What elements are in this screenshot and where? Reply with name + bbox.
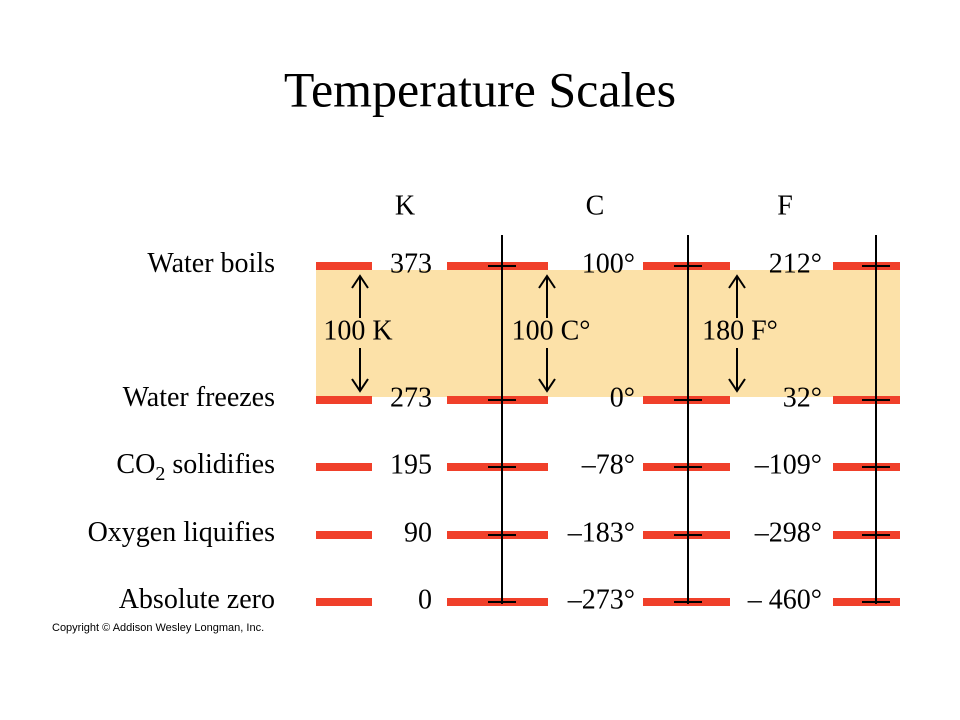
row-value: 373 (390, 248, 432, 279)
span-label-bg (511, 318, 591, 348)
span-label: 180 F° (702, 315, 778, 346)
row-label-part: Absolute zero (119, 584, 275, 615)
row-value: 0° (610, 382, 635, 413)
row-label-part: Oxygen liquifies (88, 517, 275, 548)
row-label-part: solidifies (165, 449, 275, 480)
row-label-part: Water boils (147, 248, 275, 279)
range-band (316, 270, 900, 397)
row-value: 195 (390, 449, 432, 480)
row-value: –183° (567, 517, 635, 548)
copyright: Copyright © Addison Wesley Longman, Inc. (52, 622, 264, 634)
row-label: Absolute zero (119, 584, 275, 615)
arrow-head (728, 274, 746, 393)
row-label-part: CO (116, 449, 155, 480)
row-label: Oxygen liquifies (88, 517, 275, 548)
span-label-bg (318, 318, 398, 348)
row-value: 100° (582, 248, 635, 279)
level-bar (316, 262, 372, 270)
row-label-part: Water freezes (123, 382, 275, 413)
level-bar (316, 598, 372, 606)
column-header: K (395, 190, 415, 221)
row-value: 212° (769, 248, 822, 279)
row-value: 0 (418, 584, 432, 615)
span-label-bg (700, 318, 780, 348)
column-header: F (777, 190, 793, 221)
span-label: 100 C° (512, 315, 591, 346)
column-header: C (586, 190, 605, 221)
row-value: –109° (754, 449, 822, 480)
row-value: – 460° (747, 584, 822, 615)
row-value: –78° (581, 449, 635, 480)
row-value: 273 (390, 382, 432, 413)
level-bar (316, 463, 372, 471)
diagram: K C F Water boils 373 100° 212° Water freezes 27… (88, 190, 900, 615)
row-label: Water freezes (123, 382, 275, 413)
row-label-part: 2 (155, 463, 165, 485)
row-label: Water boils (147, 248, 275, 279)
row-value: –273° (567, 584, 635, 615)
level-bar (316, 531, 372, 539)
arrow-head (538, 274, 556, 393)
row-label: CO2 solidifies (116, 449, 275, 484)
arrow-head (351, 274, 369, 393)
row-value: 90 (404, 517, 432, 548)
title: Temperature Scales (284, 61, 676, 117)
level-bar (316, 396, 372, 404)
row-value: –298° (754, 517, 822, 548)
span-label: 100 K (323, 315, 392, 346)
row-value: 32° (783, 382, 822, 413)
